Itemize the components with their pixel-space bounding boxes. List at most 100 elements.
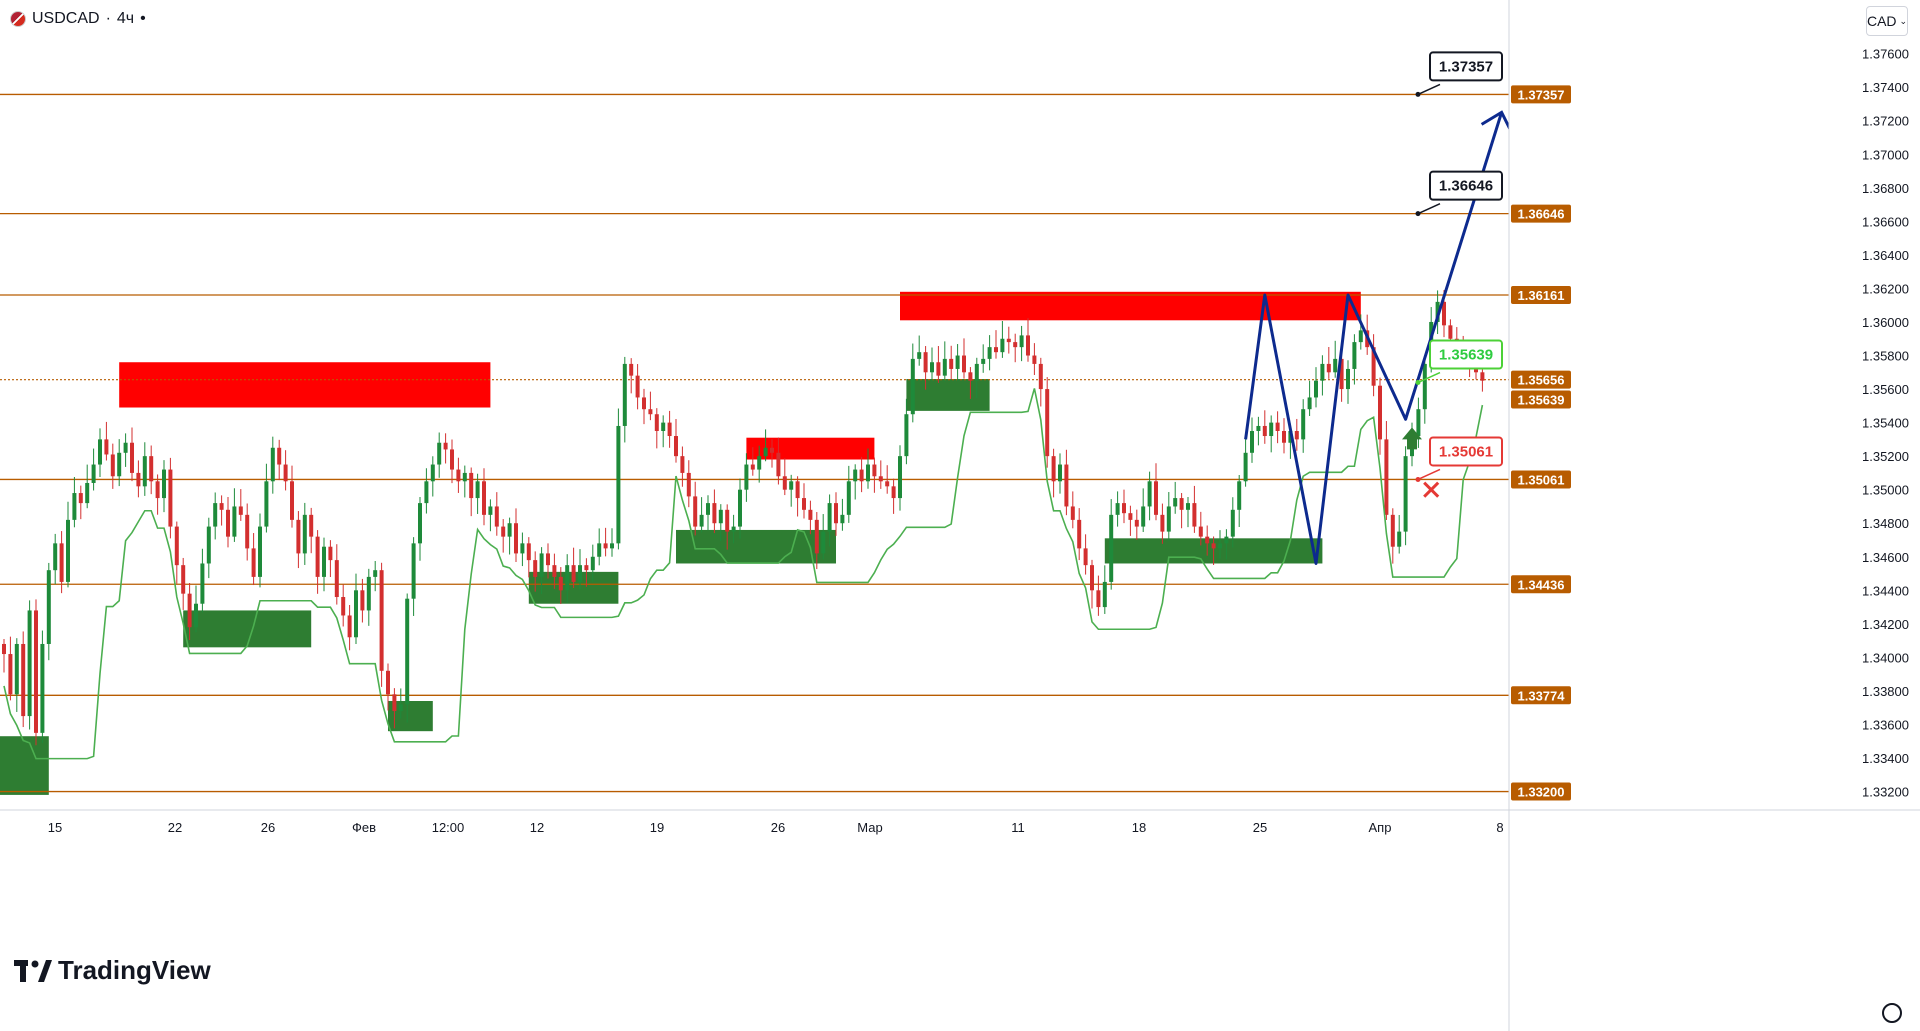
- candle-body: [584, 565, 589, 571]
- candle-body: [1294, 430, 1299, 440]
- candle-body: [1122, 503, 1126, 514]
- support-price-tag: [1511, 390, 1571, 409]
- tradingview-logo[interactable]: TradingView: [14, 955, 211, 986]
- candle-body: [123, 442, 128, 453]
- price-tick-label: 1.36400: [1862, 248, 1909, 263]
- price-tick-label: 1.34400: [1862, 583, 1909, 598]
- callouts-layer: 1.37357 1.36646 1.35639 1.35061: [1415, 51, 1503, 482]
- candle-body: [66, 519, 70, 582]
- candle-body: [578, 565, 582, 582]
- price-tick-label: 1.35800: [1862, 349, 1909, 364]
- candle-body: [1000, 338, 1005, 353]
- candle-body: [200, 563, 205, 604]
- candle-body: [488, 506, 493, 515]
- level-price-tag-text: 1.34436: [1518, 577, 1565, 592]
- candle-body: [386, 670, 390, 695]
- zones-layer: [0, 291, 1361, 795]
- candle-body: [1378, 385, 1382, 440]
- time-tick-label: 8: [1496, 820, 1503, 835]
- candle-body: [1358, 330, 1363, 343]
- candle-body: [910, 358, 915, 415]
- candle-body: [149, 456, 154, 482]
- time-tick-label: 26: [261, 820, 275, 835]
- candle-body: [642, 397, 646, 410]
- candle-body: [1019, 335, 1024, 348]
- support-zone: [906, 379, 990, 411]
- candle-body: [1205, 536, 1210, 544]
- tradingview-mark-icon: [14, 959, 52, 982]
- candle-body: [1192, 503, 1197, 527]
- candle-body: [1275, 422, 1280, 431]
- candle-body: [283, 464, 288, 482]
- price-callout-box: [1429, 436, 1503, 467]
- candle-body: [1141, 506, 1146, 527]
- candle-body: [59, 543, 64, 582]
- candle-body: [629, 363, 634, 376]
- candle-body: [1230, 509, 1235, 537]
- candle-body: [1352, 342, 1357, 369]
- candle-body: [616, 425, 621, 544]
- candle-body: [117, 452, 122, 477]
- candle-body: [1397, 531, 1402, 547]
- candle-body: [85, 482, 90, 504]
- candle-body: [8, 654, 13, 695]
- candle-body: [930, 362, 934, 373]
- candle-body: [1448, 325, 1453, 339]
- price-tick-label: 1.33800: [1862, 684, 1909, 699]
- level-price-tag: [1511, 782, 1571, 801]
- header-menu[interactable]: •: [140, 10, 146, 27]
- settings-gear-icon[interactable]: [1882, 1003, 1902, 1023]
- candle-body: [885, 481, 890, 487]
- candle-body: [110, 454, 115, 477]
- candle-body: [296, 519, 301, 554]
- candle-body: [872, 464, 877, 477]
- candle-body: [744, 464, 749, 490]
- price-callout-text: 1.35639: [1439, 347, 1493, 364]
- candle-body: [232, 506, 237, 537]
- current-price-tag: [1511, 370, 1571, 389]
- price-callout-box: [1429, 170, 1503, 201]
- candle-body: [1422, 363, 1427, 410]
- candle-body: [1006, 338, 1011, 343]
- candle-body: [891, 486, 896, 499]
- level-price-tag: [1511, 85, 1571, 104]
- tradingview-logo-text: TradingView: [58, 955, 211, 985]
- candle-body: [802, 498, 806, 510]
- candle-body: [942, 358, 947, 376]
- candle-body: [219, 503, 224, 510]
- candle-body: [866, 464, 870, 482]
- candle-body: [533, 560, 538, 577]
- chevron-down-icon: ⌄: [1899, 15, 1908, 26]
- candle-body: [72, 493, 77, 520]
- candle-body: [706, 503, 710, 515]
- candle-body: [1032, 355, 1037, 364]
- resistance-zone: [119, 362, 491, 408]
- price-tick-label: 1.36600: [1862, 214, 1909, 229]
- candle-body: [814, 519, 819, 554]
- candle-body: [731, 526, 736, 532]
- symbol-header[interactable]: USDCAD · 4ч •: [10, 10, 146, 28]
- candle-body: [360, 590, 365, 611]
- time-tick-label: 12: [530, 820, 544, 835]
- currency-label: CAD: [1866, 13, 1897, 29]
- candle-body: [430, 464, 435, 482]
- currency-selector[interactable]: CAD ⌄: [1866, 6, 1908, 36]
- candle-body: [936, 362, 941, 376]
- candle-body: [962, 355, 966, 373]
- candle-body: [1128, 513, 1133, 520]
- price-axis[interactable]: 1.37600 1.37400 1.37200 1.37000 1.36800 1.366…: [1508, 0, 1920, 1031]
- candle-body: [194, 603, 198, 628]
- price-callout-text: 1.35061: [1439, 443, 1493, 460]
- candle-body: [437, 442, 442, 465]
- candle-body: [782, 476, 787, 490]
- candle-body: [546, 553, 550, 566]
- candle-body: [1173, 498, 1178, 507]
- candle-body: [674, 436, 678, 457]
- candle-body: [1026, 335, 1030, 356]
- candle-body: [1224, 536, 1229, 544]
- price-tick-label: 1.36000: [1862, 315, 1909, 330]
- candle-body: [878, 476, 883, 482]
- time-axis[interactable]: 15 22 26 Фев 12:00 12 19 26 Мар 11 18 25 Апр 8: [0, 809, 1920, 835]
- candle-body: [1282, 430, 1286, 443]
